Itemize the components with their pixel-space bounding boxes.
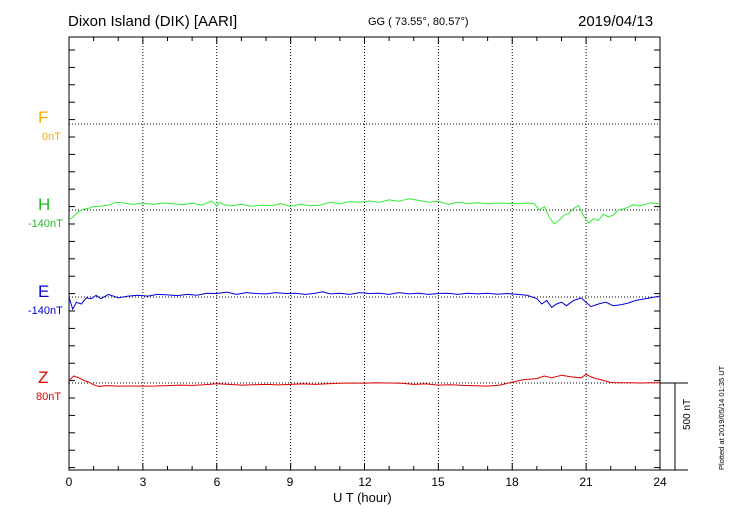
- x-tick-label: 0: [65, 475, 73, 489]
- grid: [69, 37, 660, 470]
- x-tick-label: 21: [579, 475, 593, 489]
- baseline-label-e: -140nT: [28, 305, 63, 317]
- traces: [68, 198, 661, 388]
- trace-z: [68, 373, 661, 388]
- x-tick-label: 3: [139, 475, 147, 489]
- station-coordinates: GG ( 73.55°, 80.57°): [368, 16, 469, 28]
- x-tick-label: 15: [431, 475, 445, 489]
- channel-label-h: H: [38, 195, 51, 214]
- x-tick-label: 24: [653, 475, 667, 489]
- baseline-label-z: 80nT: [36, 391, 62, 403]
- x-tick-label: 6: [213, 475, 221, 489]
- channel-label-z: Z: [38, 368, 49, 387]
- x-tick-label: 18: [505, 475, 519, 489]
- x-tick-label: 9: [286, 475, 294, 489]
- scale-bar: [660, 382, 688, 471]
- baseline-label-h: -140nT: [28, 218, 63, 230]
- x-axis-label: U T (hour): [333, 490, 392, 505]
- baseline-label-f: 0nT: [42, 131, 61, 143]
- date-label: 2019/04/13: [578, 13, 654, 30]
- trace-e: [68, 291, 661, 311]
- x-tick-label: 12: [358, 475, 372, 489]
- axis-ticks: [68, 37, 661, 470]
- channel-label-e: E: [38, 282, 50, 301]
- channel-label-f: F: [38, 108, 49, 127]
- trace-h: [68, 198, 661, 225]
- chart-title: Dixon Island (DIK) [AARI]: [68, 13, 238, 30]
